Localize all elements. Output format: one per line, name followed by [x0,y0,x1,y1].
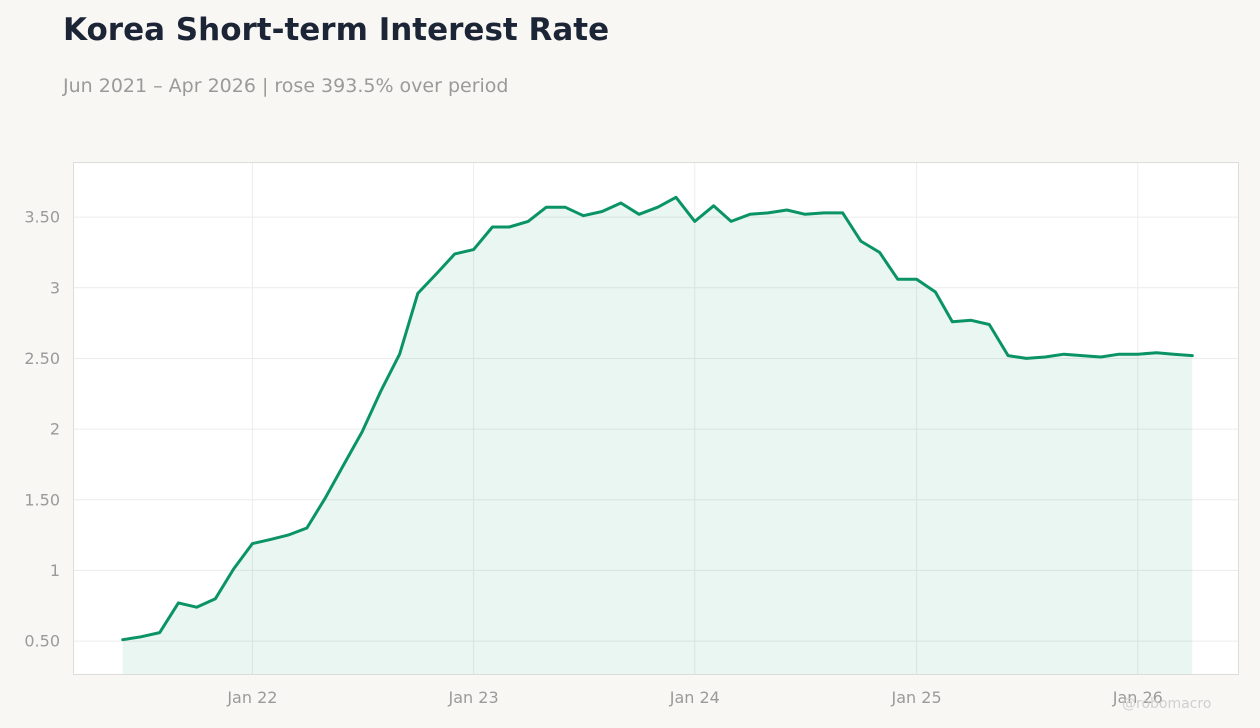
y-tick-label: 2 [50,420,60,439]
series-area [122,197,1193,675]
y-tick-label: 1 [50,561,60,580]
watermark: @robomacro [1122,696,1212,712]
y-tick-label: 3 [50,278,60,297]
y-axis: 0.50 1 1.50 2 2.50 3 3.50 [24,208,60,651]
chart-title: Korea Short-term Interest Rate [63,12,610,48]
x-tick-label: Jan 23 [448,688,499,707]
y-tick-label: 0.50 [24,632,60,651]
x-axis: Jan 22 Jan 23 Jan 24 Jan 25 Jan 26 [226,688,1163,707]
y-tick-label: 2.50 [24,349,60,368]
x-tick-label: Jan 26 [1112,688,1163,707]
series-line [121,195,1194,642]
y-tick-label: 1.50 [24,490,60,509]
x-tick-label: Jan 22 [226,688,277,707]
plot-area [73,162,1239,675]
x-tick-label: Jan 25 [891,688,942,707]
chart-subtitle: Jun 2021 – Apr 2026 | rose 393.5% over p… [63,75,509,97]
y-tick-label: 3.50 [24,208,60,227]
x-tick-label: Jan 24 [669,688,720,707]
